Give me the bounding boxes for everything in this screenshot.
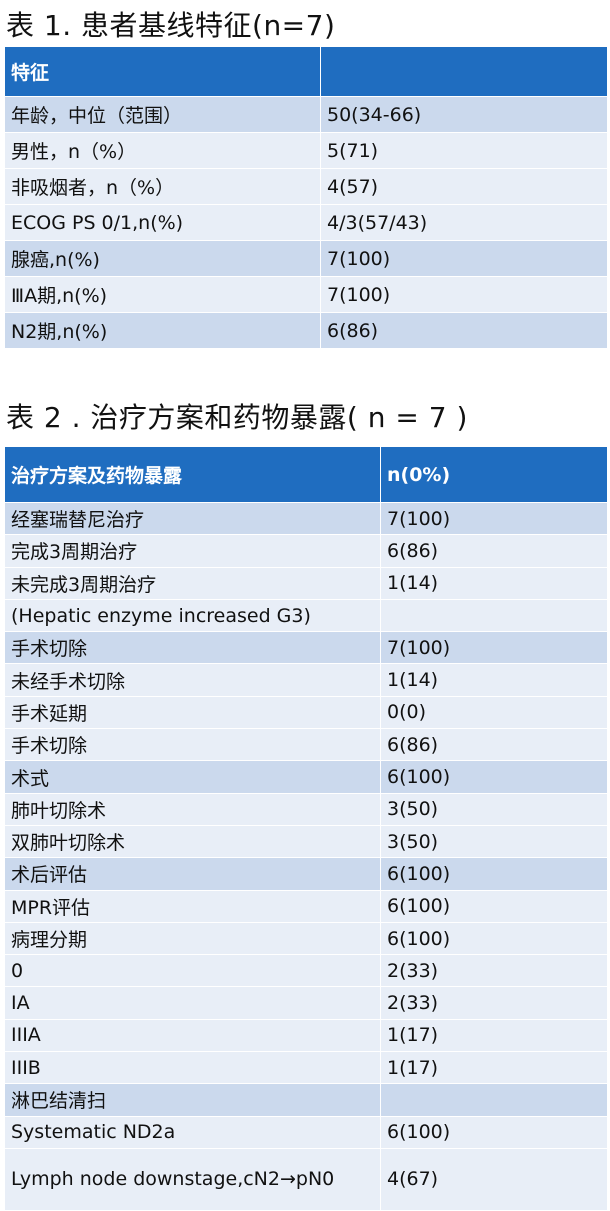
- table-row: 未经手术切除 1(14): [4, 663, 608, 697]
- row-label: 经塞瑞替尼治疗: [4, 501, 381, 536]
- treatment-exposure-table: 治疗方案及药物暴露 n(0%) 经塞瑞替尼治疗 7(100) 完成3周期治疗 6…: [4, 446, 608, 1211]
- table-row: 术后评估 6(100): [4, 857, 608, 891]
- row-label: 手术切除: [4, 631, 381, 665]
- row-value: 6(86): [320, 312, 608, 349]
- row-value: 50(34-66): [320, 96, 608, 133]
- row-label: ⅢA期,n(%): [4, 276, 321, 313]
- table-header-row: 特征: [4, 46, 608, 97]
- row-value: 7(100): [320, 276, 608, 313]
- row-label: 年龄，中位（范围）: [4, 96, 321, 133]
- row-label: 0: [4, 954, 381, 988]
- row-value: 1(14): [380, 566, 608, 600]
- header-cell-regimen: 治疗方案及药物暴露: [4, 446, 381, 503]
- row-value: 6(86): [380, 534, 608, 568]
- row-label: IIIB: [4, 1051, 381, 1085]
- row-label: 淋巴结清扫: [4, 1083, 381, 1117]
- row-value: 6(100): [380, 857, 608, 891]
- row-label: 未经手术切除: [4, 663, 381, 697]
- table-row: 经塞瑞替尼治疗 7(100): [4, 501, 608, 536]
- row-label: IIIA: [4, 1018, 381, 1053]
- row-label: ECOG PS 0/1,n(%): [4, 204, 321, 241]
- header-cell-count: n(0%): [380, 446, 608, 503]
- table-row: 0 2(33): [4, 954, 608, 988]
- row-label: 手术延期: [4, 695, 381, 730]
- table-row: ECOG PS 0/1,n(%) 4/3(57/43): [4, 204, 608, 241]
- table-row: 肺叶切除术 3(50): [4, 792, 608, 826]
- row-value: 3(50): [380, 824, 608, 859]
- row-label: 双肺叶切除术: [4, 824, 381, 859]
- table-row: N2期,n(%) 6(86): [4, 312, 608, 349]
- table-row: 手术切除 7(100): [4, 631, 608, 665]
- row-label: Lymph node downstage,cN2→pN0: [4, 1147, 381, 1211]
- row-label: 病理分期: [4, 921, 381, 956]
- table-row: 完成3周期治疗 6(86): [4, 534, 608, 568]
- row-label: 腺癌,n(%): [4, 240, 321, 277]
- row-value: 4/3(57/43): [320, 204, 608, 241]
- row-value: 6(100): [380, 889, 608, 923]
- row-value: 3(50): [380, 792, 608, 826]
- row-value: 7(100): [320, 240, 608, 277]
- table-row: 病理分期 6(100): [4, 921, 608, 956]
- row-value: 1(14): [380, 663, 608, 697]
- row-label: 术式: [4, 760, 381, 794]
- table-row: 手术切除 6(86): [4, 728, 608, 762]
- row-label: IA: [4, 986, 381, 1020]
- row-label: (Hepatic enzyme increased G3): [4, 598, 381, 633]
- row-value: 1(17): [380, 1051, 608, 1085]
- table-row: IIIA 1(17): [4, 1018, 608, 1053]
- row-value: 6(100): [380, 760, 608, 794]
- table-row: 男性，n（%） 5(71): [4, 132, 608, 169]
- table-row: 手术延期 0(0): [4, 695, 608, 730]
- row-value: 6(86): [380, 728, 608, 762]
- row-label: 未完成3周期治疗: [4, 566, 381, 600]
- row-value: 0(0): [380, 695, 608, 730]
- row-value: 4(57): [320, 168, 608, 205]
- header-cell-feature: 特征: [4, 46, 321, 97]
- row-label: 完成3周期治疗: [4, 534, 381, 568]
- table-row: IIIB 1(17): [4, 1051, 608, 1085]
- row-value: 4(67): [380, 1147, 608, 1211]
- row-value: [380, 1083, 608, 1117]
- row-label: MPR评估: [4, 889, 381, 923]
- table-row: Lymph node downstage,cN2→pN0 4(67): [4, 1147, 608, 1211]
- baseline-characteristics-table: 特征 年龄，中位（范围） 50(34-66) 男性，n（%） 5(71) 非吸烟…: [4, 46, 608, 349]
- row-label: 非吸烟者，n（%）: [4, 168, 321, 205]
- table-row: 双肺叶切除术 3(50): [4, 824, 608, 859]
- table-row: 淋巴结清扫: [4, 1083, 608, 1117]
- table-row: 术式 6(100): [4, 760, 608, 794]
- table-header-row: 治疗方案及药物暴露 n(0%): [4, 446, 608, 503]
- row-value: 6(100): [380, 1115, 608, 1149]
- row-value: 2(33): [380, 954, 608, 988]
- row-value: 5(71): [320, 132, 608, 169]
- table-row: 年龄，中位（范围） 50(34-66): [4, 96, 608, 133]
- row-value: 7(100): [380, 501, 608, 536]
- row-value: 6(100): [380, 921, 608, 956]
- row-label: N2期,n(%): [4, 312, 321, 349]
- row-label: 术后评估: [4, 857, 381, 891]
- row-value: 2(33): [380, 986, 608, 1020]
- table-row: 非吸烟者，n（%） 4(57): [4, 168, 608, 205]
- table2-title: 表 2 . 治疗方案和药物暴露( n = 7 ): [6, 401, 468, 434]
- row-value: [380, 598, 608, 633]
- row-value: 7(100): [380, 631, 608, 665]
- table-row: IA 2(33): [4, 986, 608, 1020]
- table-row: Systematic ND2a 6(100): [4, 1115, 608, 1149]
- table-row: (Hepatic enzyme increased G3): [4, 598, 608, 633]
- row-label: 手术切除: [4, 728, 381, 762]
- row-label: 男性，n（%）: [4, 132, 321, 169]
- table-row: 腺癌,n(%) 7(100): [4, 240, 608, 277]
- row-label: Systematic ND2a: [4, 1115, 381, 1149]
- row-label: 肺叶切除术: [4, 792, 381, 826]
- table1-title: 表 1. 患者基线特征(n=7): [6, 9, 336, 42]
- table-row: MPR评估 6(100): [4, 889, 608, 923]
- row-value: 1(17): [380, 1018, 608, 1053]
- header-cell-value: [320, 46, 608, 97]
- table-row: ⅢA期,n(%) 7(100): [4, 276, 608, 313]
- table-row: 未完成3周期治疗 1(14): [4, 566, 608, 600]
